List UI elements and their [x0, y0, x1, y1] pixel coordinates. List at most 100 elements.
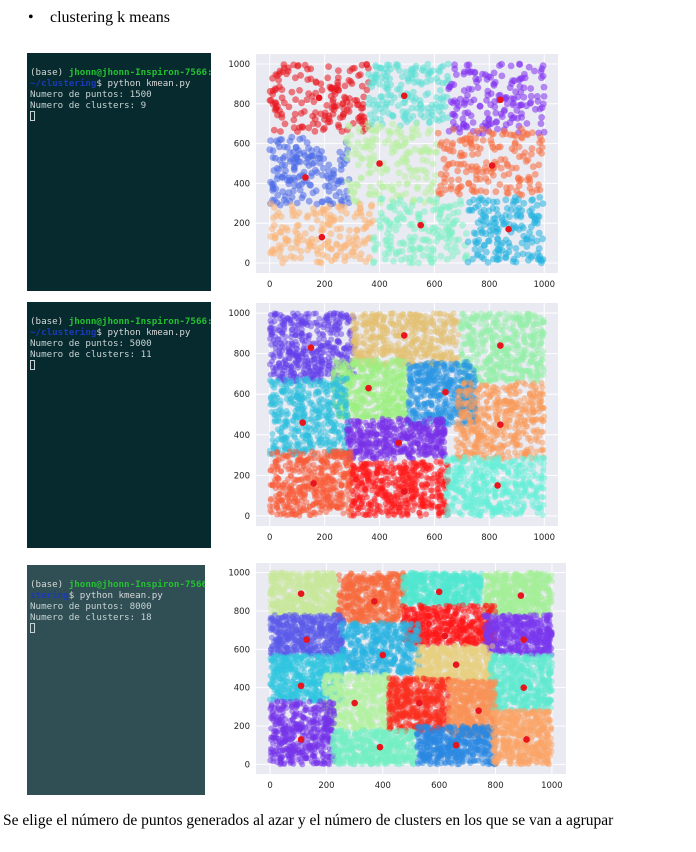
data-point [271, 393, 278, 400]
data-point [324, 219, 332, 227]
data-point [313, 340, 320, 347]
data-point [288, 201, 296, 209]
x-tick-label: 1000 [533, 280, 555, 290]
data-point [324, 74, 332, 82]
data-point [535, 367, 541, 374]
data-point [363, 412, 370, 419]
data-point [409, 339, 416, 345]
data-point [499, 327, 506, 334]
data-point [473, 127, 481, 135]
data-point [336, 314, 343, 321]
data-point [369, 326, 376, 332]
data-point [480, 206, 488, 214]
data-point [487, 353, 494, 360]
data-point [440, 377, 447, 384]
data-point [496, 246, 503, 254]
data-point [432, 329, 439, 336]
data-point [447, 185, 455, 193]
terminal-window-2[interactable]: (base) jhonn@jhonn-Inspiron-7566: ~/clus… [27, 302, 211, 548]
data-point [474, 84, 482, 91]
data-point [394, 402, 401, 409]
data-point [437, 310, 444, 317]
data-point [497, 311, 504, 318]
data-point [384, 127, 392, 135]
data-point [430, 255, 438, 263]
centroid-9 [505, 225, 512, 233]
data-point [406, 258, 414, 266]
data-point [510, 222, 518, 230]
data-point [496, 364, 503, 370]
data-point [365, 70, 373, 78]
data-point [411, 225, 418, 233]
data-point [390, 422, 397, 428]
data-point [460, 334, 467, 340]
data-point [414, 210, 422, 218]
data-point [494, 125, 501, 133]
data-point [517, 312, 524, 319]
data-point [336, 156, 344, 164]
data-point [539, 357, 546, 364]
terminal-window-1[interactable]: (base) jhonn@jhonn-Inspiron-7566: ~/clus… [27, 53, 211, 291]
data-point [455, 331, 462, 338]
data-point [313, 169, 321, 176]
centroid-5 [376, 160, 383, 167]
data-point [314, 120, 322, 128]
data-point [444, 161, 452, 169]
data-point [435, 227, 443, 234]
data-point [306, 319, 313, 326]
data-point [446, 377, 453, 383]
data-point [440, 329, 447, 336]
data-point [527, 85, 535, 92]
data-point [449, 110, 456, 118]
data-point [305, 197, 313, 205]
data-point [511, 147, 518, 155]
data-point [299, 191, 307, 199]
data-point [388, 357, 395, 364]
data-point [365, 431, 372, 438]
data-point [450, 322, 457, 329]
data-point [434, 129, 442, 137]
data-point [429, 160, 437, 168]
data-point [417, 342, 423, 349]
terminal-window-3[interactable]: (base) jhonn@jhonn-Inspiron-7566: sterin… [27, 565, 205, 795]
data-point [502, 250, 510, 258]
data-point [476, 102, 484, 110]
data-point [372, 431, 379, 438]
data-point [313, 217, 321, 224]
y-tick-label: 600 [234, 140, 250, 150]
data-point [384, 370, 391, 377]
data-point [528, 129, 536, 137]
data-point [396, 239, 404, 247]
data-point [392, 367, 399, 374]
data-point [513, 164, 520, 172]
data-point [321, 112, 329, 120]
data-point [480, 316, 487, 323]
data-point [455, 125, 463, 133]
data-point [468, 86, 475, 93]
data-point [404, 416, 411, 423]
data-point [443, 243, 451, 251]
prompt-user: jhonn@jhonn-Inspiron-7566: [68, 67, 211, 78]
data-point [526, 369, 533, 376]
data-point [313, 145, 321, 153]
data-point [335, 121, 342, 129]
data-point [293, 230, 301, 238]
data-point [484, 91, 492, 99]
data-point [297, 254, 305, 262]
data-point [314, 247, 321, 255]
data-point [347, 78, 355, 85]
data-point [323, 316, 330, 323]
data-point [378, 195, 386, 203]
data-point [395, 180, 403, 188]
data-point [364, 120, 372, 128]
data-point [306, 242, 313, 250]
data-point [539, 72, 547, 80]
data-point [321, 336, 327, 343]
data-point [483, 159, 490, 167]
data-point [494, 370, 501, 377]
data-point [290, 370, 297, 377]
data-point [427, 392, 434, 399]
data-point [395, 340, 402, 347]
data-point [492, 119, 500, 126]
